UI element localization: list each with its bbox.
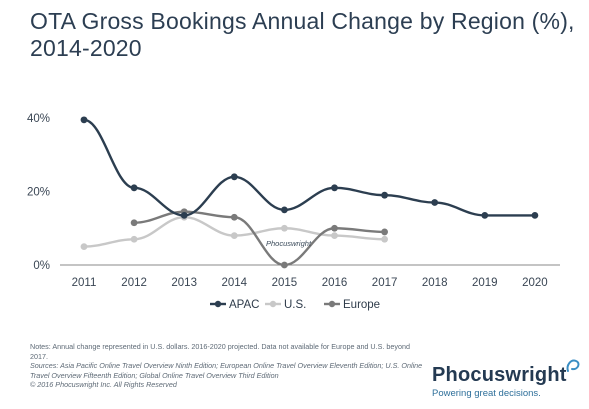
- data-point: [130, 184, 138, 192]
- brand-logo: Phocuswright Powering great decisions.: [432, 359, 582, 399]
- brand-name: Phocuswright: [432, 359, 580, 387]
- x-axis: 2011 2012 2013 2014 2015 2016 2017 2018 2019 2020: [72, 277, 548, 289]
- data-point: [180, 211, 188, 219]
- x-tick-label: 2018: [422, 277, 448, 289]
- data-point: [130, 219, 138, 227]
- data-point: [531, 211, 539, 219]
- data-point: [331, 184, 338, 192]
- y-axis: 0% 20% 40%: [27, 113, 50, 272]
- x-tick-label: 2020: [522, 277, 548, 289]
- legend-swatch-marker: [328, 300, 336, 308]
- legend-swatch-marker: [214, 300, 222, 308]
- x-tick-label: 2013: [171, 277, 197, 289]
- data-point: [331, 224, 338, 232]
- legend: APAC U.S. Europe: [210, 299, 380, 311]
- notes-text: Notes: Annual change represented in U.S.…: [30, 342, 410, 361]
- watermark-text: Phocuswright: [266, 239, 312, 248]
- data-point: [481, 211, 489, 219]
- data-point: [230, 213, 238, 221]
- brand-tagline: Powering great decisions.: [432, 388, 541, 399]
- series-us: [80, 213, 388, 251]
- footer: Notes: Annual change represented in U.S.…: [30, 342, 425, 390]
- series-line: [83, 216, 385, 248]
- series-apac: [80, 116, 539, 219]
- data-point: [80, 243, 88, 251]
- legend-label: APAC: [229, 299, 259, 311]
- data-point: [381, 228, 388, 236]
- x-tick-label: 2017: [372, 277, 398, 289]
- x-tick-label: 2015: [272, 277, 298, 289]
- x-tick-label: 2011: [72, 277, 97, 289]
- copyright-text: © 2016 Phocuswright Inc. All Rights Rese…: [30, 380, 177, 390]
- data-point: [230, 173, 238, 181]
- series-group: [80, 116, 539, 269]
- x-tick-label: 2014: [222, 277, 248, 289]
- data-point: [80, 116, 88, 124]
- x-tick-label: 2012: [121, 277, 147, 289]
- x-tick-label: 2019: [472, 277, 498, 289]
- line-chart: 0%20%40% 2011 2012 2013 2014 2015 2016 2017 201…: [27, 113, 560, 311]
- data-point: [381, 191, 388, 199]
- legend-label: Europe: [343, 299, 380, 311]
- data-point: [230, 232, 238, 240]
- data-point: [331, 232, 338, 240]
- legend-swatch-marker: [269, 300, 277, 308]
- sources-text: Sources: Asia Pacific Online Travel Over…: [30, 361, 423, 380]
- data-point: [130, 235, 138, 243]
- data-point: [381, 235, 388, 243]
- data-point: [431, 199, 439, 206]
- y-tick-label: 20%: [27, 187, 50, 199]
- data-point: [281, 261, 288, 269]
- data-point: [281, 224, 288, 232]
- swirl-icon: [566, 359, 580, 372]
- y-tick-label: 0%: [33, 260, 50, 272]
- brand-name-text: Phocuswright: [432, 364, 567, 386]
- x-tick-label: 2016: [322, 277, 348, 289]
- y-tick-label: 40%: [27, 113, 50, 125]
- series-line: [83, 118, 535, 217]
- legend-label: U.S.: [284, 299, 306, 311]
- series-europe: [130, 208, 388, 269]
- data-point: [281, 206, 288, 214]
- chart-title: OTA Gross Bookings Annual Change by Regi…: [30, 8, 575, 61]
